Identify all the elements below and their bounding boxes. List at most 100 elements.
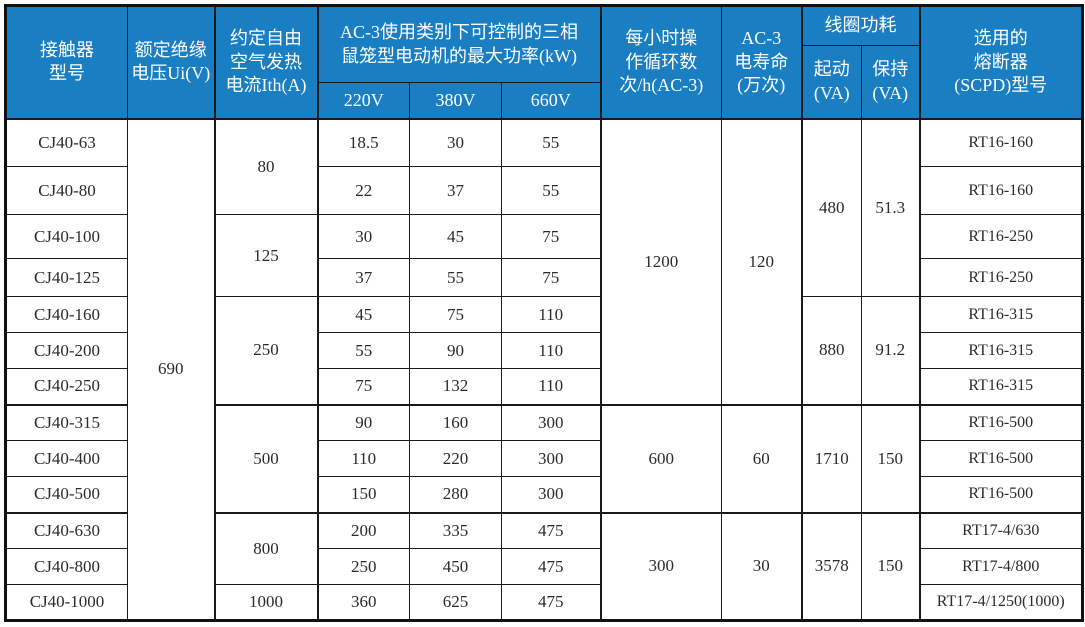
header-life: AC-3 电寿命 (万次) — [721, 5, 802, 119]
p380-cell: 160 — [409, 403, 502, 441]
p380-cell: 450 — [409, 548, 502, 585]
p220-cell: 75 — [316, 368, 410, 405]
coil-hold-cell: 150 — [861, 403, 920, 513]
p380-cell: 55 — [409, 258, 502, 297]
coil-hold-cell: 51.3 — [861, 117, 920, 297]
cycles-cell: 1200 — [599, 117, 722, 405]
p220-cell: 200 — [316, 511, 410, 549]
coil-start-cell: 480 — [800, 117, 862, 297]
model-cell: CJ40-315 — [5, 403, 128, 441]
table-row: CJ40-63 690 80 18.5 30 55 1200 120 480 5… — [5, 117, 1083, 621]
header-coil-power: 线圈功耗 — [800, 5, 920, 46]
fuse-cell: RT16-160 — [918, 166, 1083, 215]
table-body: CJ40-63 690 80 18.5 30 55 1200 120 480 5… — [5, 117, 1083, 621]
model-cell: CJ40-63 — [5, 117, 128, 167]
table-row: CJ40-1000 1000 360 625 475 RT17-4/1250(1… — [5, 584, 1083, 621]
p220-cell: 150 — [316, 476, 410, 513]
p220-cell: 37 — [316, 258, 410, 297]
header-fuse: 选用的 熔断器 (SCPD)型号 — [918, 5, 1083, 119]
p220-cell: 30 — [316, 214, 410, 259]
life-cell: 30 — [721, 511, 802, 621]
fuse-cell: RT16-315 — [918, 368, 1083, 405]
model-cell: CJ40-160 — [5, 296, 128, 333]
ith-cell: 250 — [213, 296, 318, 405]
ith-cell: 125 — [213, 214, 318, 297]
model-cell: CJ40-400 — [5, 440, 128, 477]
p380-cell: 220 — [409, 440, 502, 477]
p220-cell: 360 — [316, 584, 410, 621]
model-cell: CJ40-1000 — [5, 584, 128, 621]
header-cycles: 每小时操 作循环数 次/h(AC-3) — [599, 5, 722, 119]
p380-cell: 75 — [409, 296, 502, 333]
p220-cell: 22 — [316, 166, 410, 215]
p380-cell: 280 — [409, 476, 502, 513]
ui-voltage-cell: 690 — [127, 117, 215, 621]
coil-start-cell: 1710 — [800, 403, 862, 513]
header-max-power: AC-3使用类别下可控制的三相 鼠笼型电动机的最大功率(kW) — [316, 5, 601, 83]
contactor-spec-table: 接触器 型号 额定绝缘 电压Ui(V) 约定自由 空气发热 电流Ith(A) A… — [4, 4, 1084, 622]
header-coil-start: 起动 (VA) — [800, 45, 862, 119]
p660-cell: 55 — [501, 166, 601, 215]
fuse-cell: RT16-250 — [918, 214, 1083, 259]
model-cell: CJ40-630 — [5, 511, 128, 549]
table-row: CJ40-160 250 45 75 110 880 91.2 RT16-315 — [5, 296, 1083, 405]
p380-cell: 132 — [409, 368, 502, 405]
cycles-cell: 600 — [599, 403, 722, 513]
p660-cell: 300 — [501, 440, 601, 477]
model-cell: CJ40-500 — [5, 476, 128, 513]
model-cell: CJ40-125 — [5, 258, 128, 297]
p220-cell: 45 — [316, 296, 410, 333]
table-row: CJ40-400 110 220 300 RT16-500 — [5, 440, 1083, 477]
p220-cell: 110 — [316, 440, 410, 477]
model-cell: CJ40-250 — [5, 368, 128, 405]
ith-cell: 800 — [213, 511, 318, 585]
p660-cell: 300 — [501, 476, 601, 513]
fuse-cell: RT16-250 — [918, 258, 1083, 297]
p220-cell: 250 — [316, 548, 410, 585]
table-row: CJ40-100 125 30 45 75 RT16-250 — [5, 214, 1083, 297]
table-row: CJ40-80 22 37 55 RT16-160 — [5, 166, 1083, 215]
coil-start-cell: 3578 — [800, 511, 862, 621]
table-row: CJ40-250 75 132 110 RT16-315 — [5, 368, 1083, 405]
fuse-cell: RT16-500 — [918, 403, 1083, 441]
header-coil-hold: 保持 (VA) — [861, 45, 920, 119]
table-row: CJ40-800 250 450 475 RT17-4/800 — [5, 548, 1083, 585]
coil-hold-cell: 150 — [861, 511, 920, 621]
p380-cell: 90 — [409, 332, 502, 369]
p660-cell: 75 — [501, 214, 601, 259]
model-cell: CJ40-80 — [5, 166, 128, 215]
p220-cell: 90 — [316, 403, 410, 441]
p380-cell: 335 — [409, 511, 502, 549]
contactor-spec-table-wrap: 接触器 型号 额定绝缘 电压Ui(V) 约定自由 空气发热 电流Ith(A) A… — [4, 4, 1084, 622]
fuse-cell: RT16-500 — [918, 440, 1083, 477]
table-row: CJ40-315 500 90 160 300 600 60 1710 150 … — [5, 403, 1083, 513]
p380-cell: 45 — [409, 214, 502, 259]
model-cell: CJ40-800 — [5, 548, 128, 585]
table-row: CJ40-200 55 90 110 RT16-315 — [5, 332, 1083, 369]
ith-cell: 500 — [213, 403, 318, 513]
table-row: CJ40-630 800 200 335 475 300 30 3578 150… — [5, 511, 1083, 621]
life-cell: 60 — [721, 403, 802, 513]
fuse-cell: RT16-315 — [918, 332, 1083, 369]
coil-hold-cell: 91.2 — [861, 296, 920, 405]
p660-cell: 75 — [501, 258, 601, 297]
fuse-cell: RT16-160 — [918, 117, 1083, 167]
p660-cell: 475 — [501, 548, 601, 585]
p220-cell: 18.5 — [316, 117, 410, 167]
fuse-cell: RT17-4/1250(1000) — [918, 584, 1083, 621]
ith-cell: 1000 — [213, 584, 318, 621]
p660-cell: 110 — [501, 332, 601, 369]
p380-cell: 30 — [409, 117, 502, 167]
p660-cell: 475 — [501, 511, 601, 549]
p660-cell: 55 — [501, 117, 601, 167]
table-row: CJ40-500 150 280 300 RT16-500 — [5, 476, 1083, 513]
model-cell: CJ40-100 — [5, 214, 128, 259]
header-660v: 660V — [501, 82, 601, 119]
p660-cell: 110 — [501, 296, 601, 333]
fuse-cell: RT17-4/630 — [918, 511, 1083, 549]
p660-cell: 475 — [501, 584, 601, 621]
p660-cell: 300 — [501, 403, 601, 441]
header-rated-voltage: 额定绝缘 电压Ui(V) — [127, 5, 215, 119]
ith-cell: 80 — [213, 117, 318, 215]
model-cell: CJ40-200 — [5, 332, 128, 369]
